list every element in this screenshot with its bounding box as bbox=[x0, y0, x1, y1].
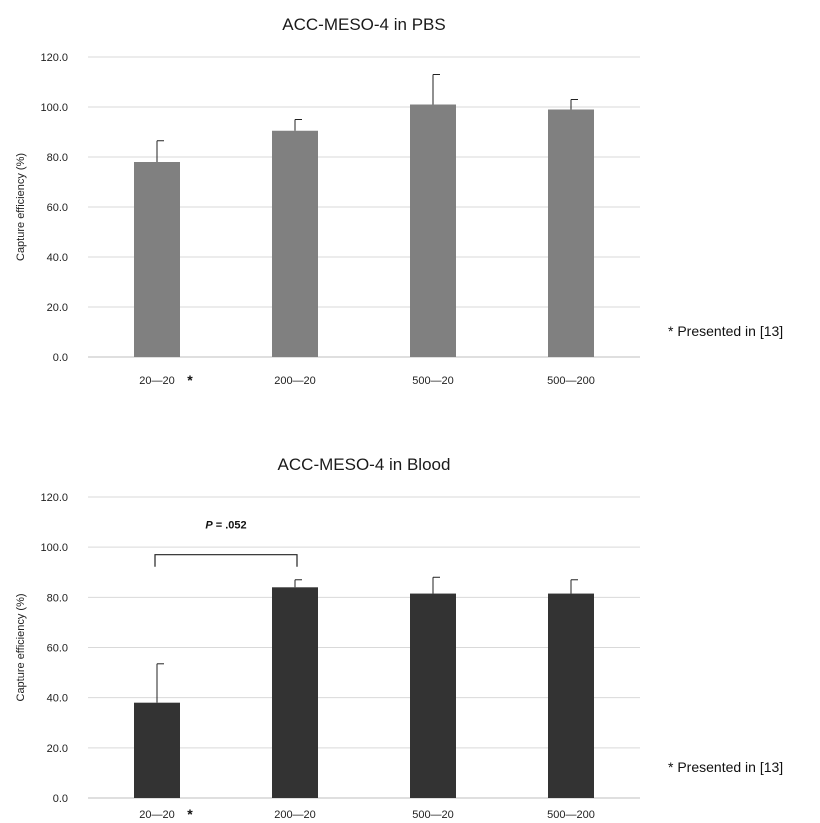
bar bbox=[134, 702, 180, 798]
bar bbox=[548, 593, 594, 798]
y-tick-label: 120.0 bbox=[40, 52, 68, 64]
significance-bracket bbox=[154, 554, 298, 567]
p-value: = .052 bbox=[213, 520, 247, 532]
category-label: 20—20 bbox=[139, 809, 174, 821]
y-tick-label: 40.0 bbox=[47, 252, 68, 264]
category-label: 500—200 bbox=[547, 809, 595, 821]
p-symbol: P bbox=[205, 520, 213, 532]
category-asterisk: * bbox=[187, 806, 193, 822]
y-tick-label: 20.0 bbox=[47, 302, 68, 314]
bar bbox=[134, 162, 180, 357]
y-tick-label: 100.0 bbox=[40, 102, 68, 114]
y-tick-label: 20.0 bbox=[47, 743, 68, 755]
category-label: 200—20 bbox=[274, 809, 316, 821]
y-tick-label: 80.0 bbox=[47, 152, 68, 164]
category-label: 500—20 bbox=[412, 809, 454, 821]
y-tick-label: 0.0 bbox=[53, 793, 68, 805]
y-tick-label: 60.0 bbox=[47, 202, 68, 214]
category-asterisk: * bbox=[187, 372, 193, 388]
category-label: 20—20 bbox=[139, 375, 174, 387]
y-tick-label: 100.0 bbox=[40, 542, 68, 554]
bar bbox=[548, 109, 594, 357]
bar bbox=[272, 587, 318, 798]
category-label: 200—20 bbox=[274, 375, 316, 387]
y-tick-label: 40.0 bbox=[47, 693, 68, 705]
presented-note: * Presented in [13] bbox=[668, 323, 783, 339]
y-tick-label: 120.0 bbox=[40, 492, 68, 504]
y-tick-label: 0.0 bbox=[53, 352, 68, 364]
y-tick-label: 60.0 bbox=[47, 643, 68, 655]
bar bbox=[410, 593, 456, 798]
chart-title: ACC-MESO-4 in PBS bbox=[282, 15, 445, 34]
category-label: 500—20 bbox=[412, 375, 454, 387]
p-value-label: P = .052 bbox=[205, 520, 246, 532]
bar bbox=[272, 130, 318, 357]
y-axis-label: Capture efficiency (%) bbox=[15, 593, 27, 701]
bar bbox=[410, 104, 456, 357]
presented-note: * Presented in [13] bbox=[668, 759, 783, 775]
y-tick-label: 80.0 bbox=[47, 592, 68, 604]
category-label: 500—200 bbox=[547, 375, 595, 387]
y-axis-label: Capture efficiency (%) bbox=[15, 153, 27, 261]
chart-title: ACC-MESO-4 in Blood bbox=[278, 455, 451, 474]
